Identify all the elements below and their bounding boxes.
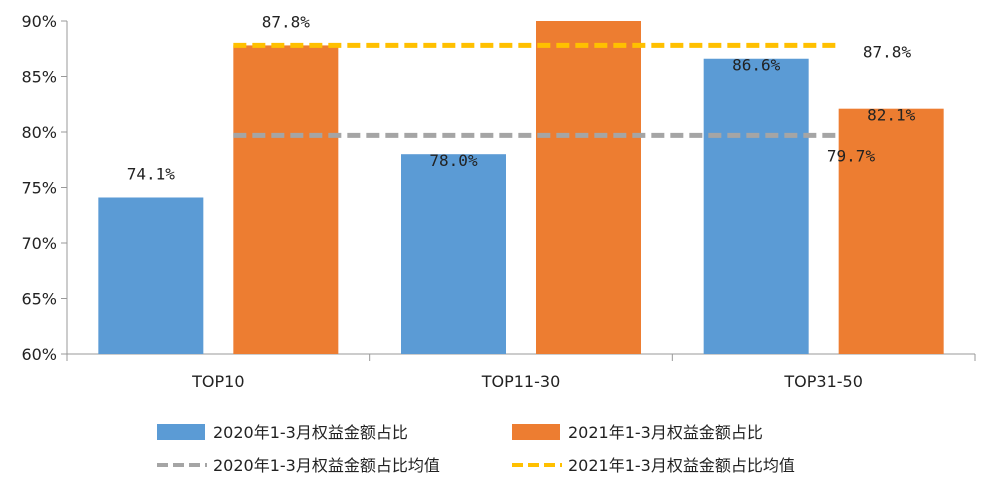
y-tick-label: 75% [21,179,57,198]
legend: 2020年1-3月权益金额占比 2021年1-3月权益金额占比 2020年1-3月权… [157,423,795,475]
y-tick-label: 90% [21,12,57,31]
bar-2021-top10 [233,45,339,355]
y-tick-label: 70% [21,234,57,253]
data-label-2021-top31-50: 82.1% [867,106,916,125]
y-tick-label: 65% [21,290,57,309]
legend-label: 2020年1-3月权益金额占比 [213,423,408,442]
bar-2021-top31-50 [838,108,944,354]
data-label-2020-average: 79.7% [827,146,876,165]
x-tick-label: TOP10 [191,372,244,391]
legend-item-2021-share: 2021年1-3月权益金额占比 [512,423,763,442]
data-label-2020-top10: 74.1% [127,164,176,183]
legend-label: 2021年1-3月权益金额占比均值 [568,456,795,475]
legend-item-2021-average: 2021年1-3月权益金额占比均值 [512,456,795,475]
data-labels: 74.1% 87.8% 78.0% 86.6% 82.1% 87.8% 79.7% [127,12,916,183]
legend-swatch [512,424,560,440]
x-axis: TOP10 TOP11-30 TOP31-50 [66,353,976,391]
bar-2020-top11-30 [401,154,506,354]
y-tick-label: 80% [21,123,57,142]
x-tick-label: TOP11-30 [481,372,561,391]
legend-item-2020-average: 2020年1-3月权益金额占比均值 [157,456,440,475]
legend-label: 2021年1-3月权益金额占比 [568,423,763,442]
data-label-2021-average: 87.8% [863,42,912,61]
y-axis: 60% 65% 70% 75% 80% 85% 90% [21,12,68,364]
bar-2021-top11-30 [536,21,641,354]
data-label-2020-top31-50: 86.6% [732,56,781,75]
bar-2020-top10 [98,197,204,354]
bar-group [98,21,944,355]
legend-swatch [157,424,205,440]
legend-item-2020-share: 2020年1-3月权益金额占比 [157,423,408,442]
data-label-2020-top11-30: 78.0% [429,151,478,170]
x-tick-label: TOP31-50 [783,372,863,391]
legend-label: 2020年1-3月权益金额占比均值 [213,456,440,475]
reference-lines [233,42,839,138]
y-tick-label: 85% [21,68,57,87]
bar-2020-top31-50 [703,58,809,355]
data-label-2021-top10: 87.8% [262,12,311,31]
y-tick-label: 60% [21,345,57,364]
